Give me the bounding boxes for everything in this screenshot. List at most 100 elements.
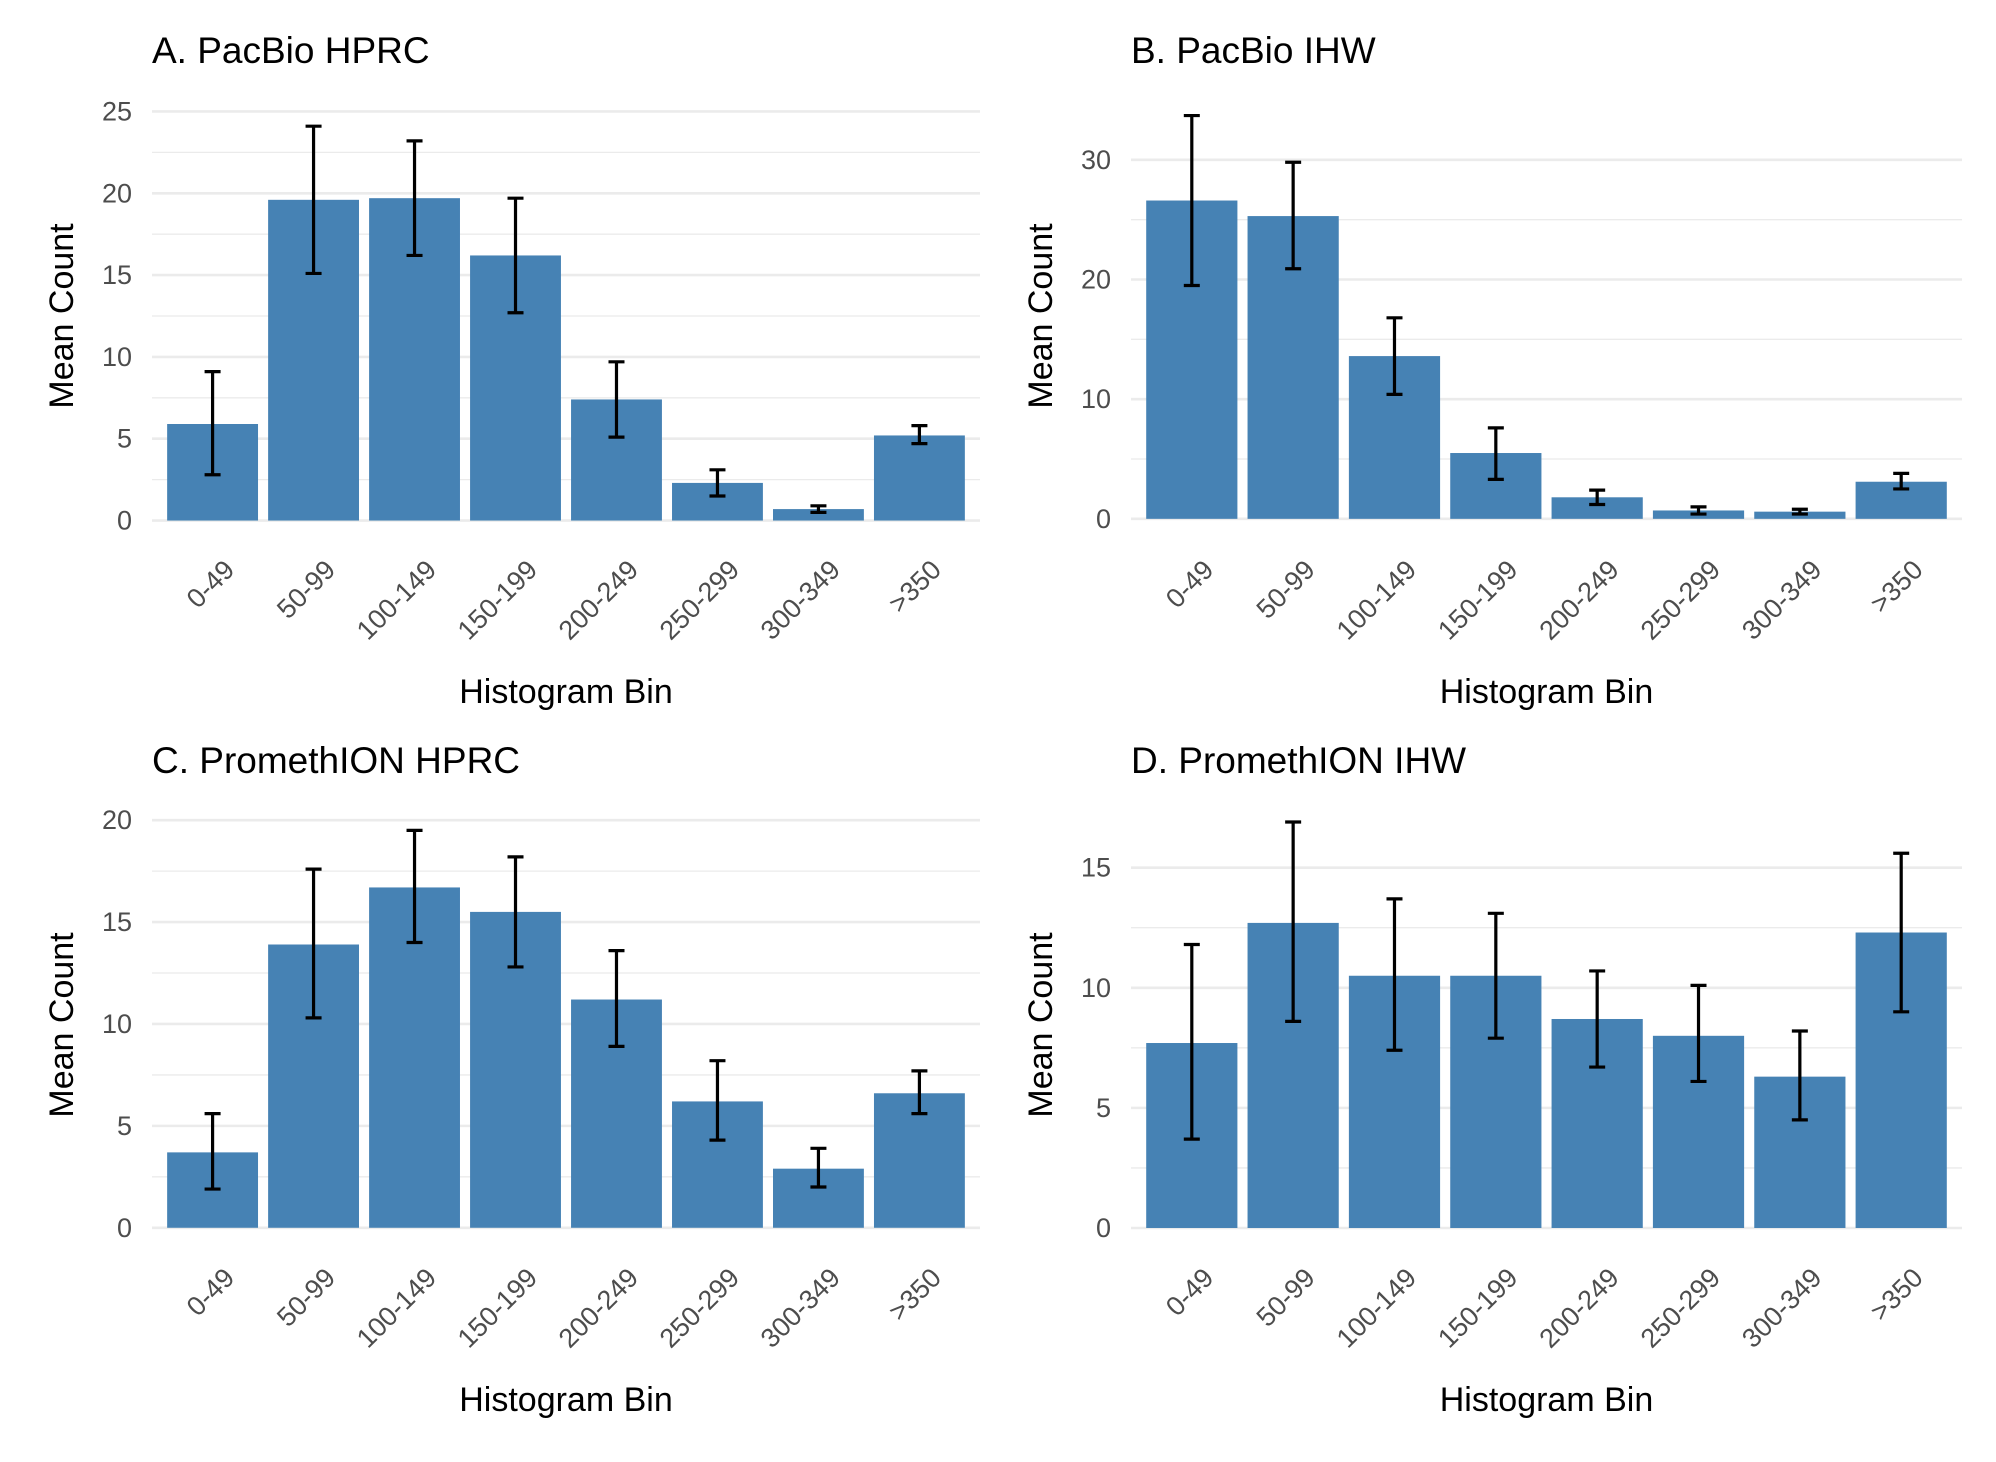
y-tick-label: 15 xyxy=(1081,853,1111,883)
error-bar-50-99 xyxy=(305,124,322,276)
error-bars xyxy=(1183,820,1910,1141)
x-tick-label-250-299: 250-299 xyxy=(1635,554,1726,645)
panel-title: B. PacBio IHW xyxy=(1131,30,1376,71)
bar-gt-350 xyxy=(873,435,965,521)
error-bar-gt-350 xyxy=(911,1069,928,1116)
y-axis-ticks: 0 10 20 30 xyxy=(1081,145,1111,534)
panel-a: 0 5 10 15 20 25 0-49 50-99 100-149 150-199 200-249… xyxy=(43,30,980,711)
y-tick-label: 0 xyxy=(1096,1213,1111,1243)
x-tick-label-250-299: 250-299 xyxy=(654,1262,745,1353)
x-tick-label-200-249: 200-249 xyxy=(553,1262,644,1353)
x-tick-label-100-149: 100-149 xyxy=(351,1262,442,1353)
x-tick-label-0-49: 0-49 xyxy=(181,554,240,613)
x-tick-label-gt-350: >350 xyxy=(883,1262,947,1326)
error-bar-0-49 xyxy=(204,370,221,477)
y-tick-label: 10 xyxy=(1081,973,1111,1003)
x-axis-ticks: 0-49 50-99 100-149 150-199 200-249 250-299 300… xyxy=(181,1262,947,1353)
error-bar-300-349 xyxy=(810,1146,827,1189)
error-bars xyxy=(204,828,928,1191)
error-bar-50-99 xyxy=(1285,820,1302,1023)
error-bar-200-249 xyxy=(608,949,625,1048)
y-tick-label: 0 xyxy=(117,506,132,536)
x-tick-label-200-249: 200-249 xyxy=(1533,554,1624,645)
error-bar-150-199 xyxy=(507,855,524,969)
x-axis-title: Histogram Bin xyxy=(459,1381,673,1419)
x-tick-label-0-49: 0-49 xyxy=(1160,1262,1219,1321)
y-tick-label: 0 xyxy=(117,1213,132,1243)
x-tick-label-150-199: 150-199 xyxy=(1432,554,1523,645)
x-tick-label-200-249: 200-249 xyxy=(1533,1262,1624,1353)
error-bar-250-299 xyxy=(709,1059,726,1142)
error-bar-200-249 xyxy=(1589,969,1606,1069)
error-bar-250-299 xyxy=(709,468,726,498)
bars xyxy=(1146,200,1947,519)
x-axis-title: Histogram Bin xyxy=(1440,1381,1654,1419)
x-tick-label-150-199: 150-199 xyxy=(1432,1262,1523,1353)
error-bar-200-249 xyxy=(1589,488,1606,507)
x-axis-title: Histogram Bin xyxy=(1440,673,1654,711)
y-axis-ticks: 0 5 10 15 20 25 xyxy=(102,96,132,535)
error-bar-300-349 xyxy=(810,504,827,514)
panel-b: 0 10 20 30 0-49 50-99 100-149 150-199 200-249 250… xyxy=(1022,30,1962,711)
bar-100-149 xyxy=(369,887,460,1228)
x-tick-label-100-149: 100-149 xyxy=(1331,554,1422,645)
x-tick-label-300-349: 300-349 xyxy=(1736,1262,1827,1353)
error-bar-0-49 xyxy=(1183,942,1200,1141)
bar-200-249 xyxy=(1551,497,1643,519)
x-tick-label-250-299: 250-299 xyxy=(654,554,745,645)
y-tick-label: 20 xyxy=(102,178,132,208)
x-tick-label-50-99: 50-99 xyxy=(271,554,341,624)
x-tick-label-250-299: 250-299 xyxy=(1635,1262,1726,1353)
error-bar-300-349 xyxy=(1791,1029,1808,1122)
x-axis-title: Histogram Bin xyxy=(459,673,673,711)
x-tick-label-300-349: 300-349 xyxy=(755,1262,846,1353)
error-bar-300-349 xyxy=(1791,507,1808,516)
error-bar-250-299 xyxy=(1690,983,1707,1084)
panel-c: 0 5 10 15 20 0-49 50-99 100-149 150-199 200-249 25… xyxy=(43,740,980,1419)
y-tick-label: 10 xyxy=(102,1009,132,1039)
y-axis-ticks: 0 5 10 15 xyxy=(1081,853,1111,1243)
error-bar-150-199 xyxy=(1487,911,1504,1040)
error-bar-150-199 xyxy=(507,196,524,315)
bars xyxy=(1146,922,1947,1228)
y-tick-label: 5 xyxy=(117,424,132,454)
bar-gt-350 xyxy=(873,1093,965,1228)
y-tick-label: 25 xyxy=(102,96,132,126)
x-tick-label-50-99: 50-99 xyxy=(1251,1262,1321,1332)
x-axis-ticks: 0-49 50-99 100-149 150-199 200-249 250-299 300… xyxy=(1160,1262,1929,1353)
x-tick-label-0-49: 0-49 xyxy=(181,1262,240,1321)
bars xyxy=(167,198,965,521)
y-tick-label: 10 xyxy=(1081,384,1111,414)
x-tick-label-50-99: 50-99 xyxy=(271,1262,341,1332)
x-tick-label-100-149: 100-149 xyxy=(351,554,442,645)
error-bar-50-99 xyxy=(305,867,322,1020)
y-tick-label: 5 xyxy=(117,1111,132,1141)
error-bar-250-299 xyxy=(1690,505,1707,516)
x-tick-label-0-49: 0-49 xyxy=(1160,554,1219,613)
y-axis-title: Mean Count xyxy=(1022,223,1060,409)
x-tick-label-300-349: 300-349 xyxy=(755,554,846,645)
y-tick-label: 10 xyxy=(102,342,132,372)
y-axis-ticks: 0 5 10 15 20 xyxy=(102,805,132,1243)
x-tick-label-150-199: 150-199 xyxy=(452,554,543,645)
error-bar-200-249 xyxy=(608,360,625,439)
y-axis-title: Mean Count xyxy=(1022,932,1060,1118)
y-tick-label: 30 xyxy=(1081,145,1111,175)
panel-title: D. PromethION IHW xyxy=(1131,740,1466,781)
error-bar-100-149 xyxy=(1386,897,1403,1052)
x-tick-label-100-149: 100-149 xyxy=(1331,1262,1422,1353)
error-bar-0-49 xyxy=(1183,113,1200,288)
x-tick-label-gt-350: >350 xyxy=(883,554,947,618)
y-tick-label: 20 xyxy=(102,805,132,835)
x-axis-ticks: 0-49 50-99 100-149 150-199 200-249 250-299 300… xyxy=(181,554,947,645)
x-axis-ticks: 0-49 50-99 100-149 150-199 200-249 250-299 300… xyxy=(1160,554,1929,645)
error-bars xyxy=(204,124,928,514)
error-bar-100-149 xyxy=(1386,316,1403,396)
error-bar-100-149 xyxy=(406,828,423,945)
error-bars xyxy=(1183,113,1910,516)
panel-title: C. PromethION HPRC xyxy=(152,740,520,781)
bars xyxy=(167,887,965,1228)
error-bar-100-149 xyxy=(406,139,423,258)
y-tick-label: 5 xyxy=(1096,1093,1111,1123)
